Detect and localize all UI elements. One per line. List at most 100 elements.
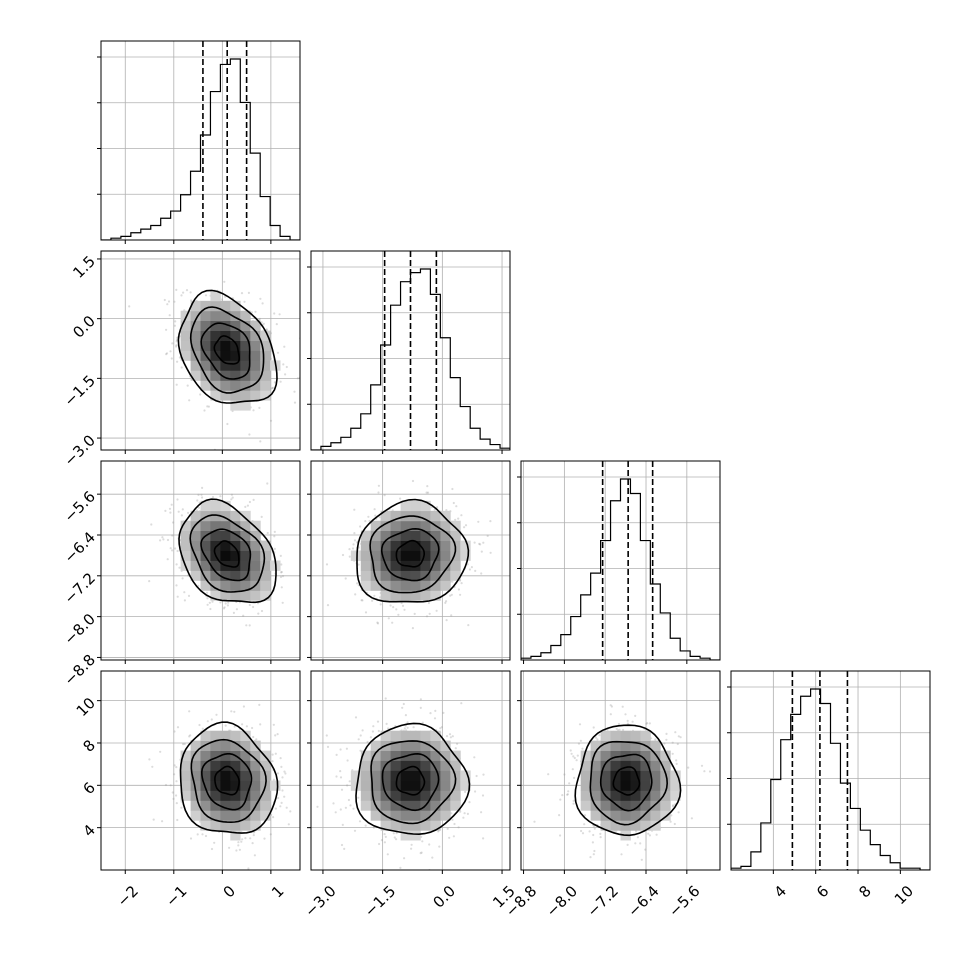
scatter-point (482, 541, 485, 544)
scatter-point (446, 827, 449, 830)
scatter-point (384, 697, 387, 700)
scatter-point (279, 757, 282, 760)
density-cell (610, 820, 621, 831)
scatter-point (593, 849, 596, 853)
scatter-point (377, 729, 380, 733)
density-cell (430, 750, 441, 761)
density-cell (460, 770, 471, 781)
density-cell (230, 300, 241, 312)
scatter-point (463, 526, 466, 529)
scatter-point (252, 498, 255, 501)
density-cell (210, 590, 221, 601)
scatter-point (168, 314, 171, 317)
density-cell (650, 780, 661, 791)
scatter-point (272, 816, 275, 819)
scatter-point (260, 609, 264, 613)
density-cell (180, 330, 191, 341)
density-cell (390, 780, 401, 791)
scatter-point (278, 313, 281, 316)
scatter-point (334, 811, 337, 814)
scatter-point (372, 725, 375, 728)
scatter-point (314, 730, 316, 732)
contour-level-1 (599, 753, 653, 812)
scatter-point (411, 627, 414, 630)
scatter-point (620, 853, 623, 856)
scatter-point (279, 575, 283, 579)
scatter-point (378, 842, 381, 846)
scatter-point (366, 740, 369, 744)
density-cell (240, 360, 251, 371)
scatter-point (171, 342, 174, 345)
scatter-point (480, 550, 483, 553)
density-cell (450, 550, 461, 561)
scatter-point (361, 599, 364, 602)
scatter-point (183, 742, 186, 746)
scatter-point (171, 549, 174, 552)
scatter-point (442, 711, 445, 715)
scatter-point (237, 844, 240, 847)
scatter-point (460, 702, 463, 705)
scatter-point (339, 770, 342, 773)
scatter-point (274, 734, 277, 737)
density-cell (210, 800, 221, 811)
density-cell (620, 810, 631, 821)
scatter-point (436, 506, 439, 509)
density-cell (230, 320, 241, 331)
scatter-point (615, 727, 618, 731)
scatter-point (344, 806, 347, 809)
scatter-point (280, 765, 283, 769)
density-cell (460, 540, 471, 551)
scatter-point (466, 812, 469, 816)
density-cell (210, 750, 221, 761)
scatter-point (395, 608, 398, 611)
density-cell (220, 750, 231, 761)
scatter-point (635, 830, 638, 833)
density-cell (250, 540, 261, 551)
density-cell (430, 740, 441, 751)
scatter-point (425, 615, 429, 618)
scatter-point (181, 508, 184, 511)
density-cell (440, 580, 451, 591)
density-cell (410, 750, 421, 761)
scatter-point (293, 401, 297, 404)
density-cell (190, 800, 201, 811)
density-cell (240, 310, 251, 321)
scatter-point (434, 709, 437, 713)
scatter-point (411, 479, 415, 483)
scatter-point (459, 593, 462, 596)
density-cell (220, 550, 231, 561)
density-cell (580, 760, 591, 771)
density-cell (250, 820, 261, 831)
density-cell (230, 530, 241, 541)
density-cell (360, 790, 372, 801)
density-cell (250, 570, 261, 581)
density-cell (260, 350, 271, 361)
scatter-point (274, 752, 277, 755)
scatter-point (617, 722, 621, 726)
scatter-point (283, 795, 286, 798)
scatter-point (467, 624, 470, 627)
density-cell (400, 500, 411, 512)
density-cell (250, 560, 261, 571)
scatter-point (246, 504, 249, 507)
scatter-point (592, 726, 595, 729)
density-cell (230, 380, 241, 391)
scatter-point (271, 387, 274, 390)
density-cell (440, 800, 451, 811)
scatter-point (148, 758, 151, 761)
contour-level-0 (395, 765, 426, 796)
density-cell (200, 760, 211, 771)
scatter-point (372, 826, 375, 829)
density-cell (250, 370, 261, 381)
scatter-point (175, 344, 178, 347)
scatter-point (211, 496, 215, 499)
density-cell (360, 800, 372, 811)
scatter-point (150, 523, 153, 526)
density-cell (220, 300, 231, 312)
scatter-point (177, 510, 180, 513)
density-cell (430, 800, 441, 811)
scatter-point (457, 826, 460, 829)
density-cell (200, 340, 211, 351)
density-cell (390, 580, 401, 591)
panel-frame (100, 250, 301, 451)
